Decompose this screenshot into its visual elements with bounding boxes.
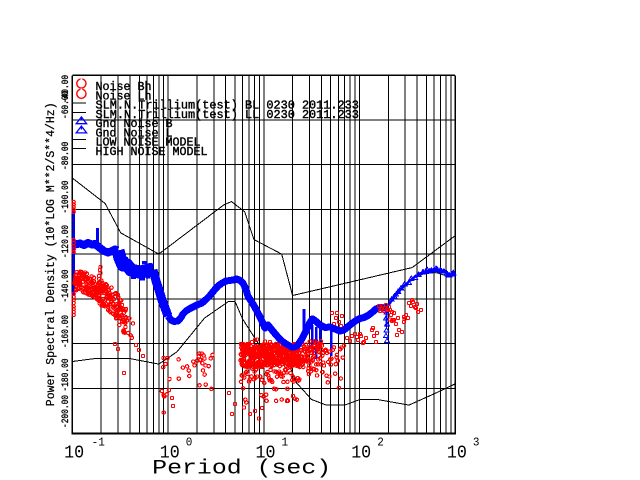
svg-text:10: 10 bbox=[160, 444, 180, 464]
svg-text:-180.00: -180.00 bbox=[60, 359, 72, 392]
svg-text:-1: -1 bbox=[92, 437, 105, 450]
svg-text:10: 10 bbox=[64, 444, 84, 464]
svg-text:-100.00: -100.00 bbox=[60, 181, 72, 214]
svg-text:10: 10 bbox=[351, 444, 371, 464]
svg-text:3: 3 bbox=[473, 437, 480, 450]
svg-text:-80.00: -80.00 bbox=[60, 142, 72, 170]
svg-text:Noise Bh: Noise Bh bbox=[96, 80, 152, 94]
svg-text:Gnd Noise B: Gnd Noise B bbox=[96, 117, 173, 131]
svg-text:LOW NOISE MODEL: LOW NOISE MODEL bbox=[96, 136, 201, 150]
svg-text:10: 10 bbox=[447, 444, 467, 464]
svg-text:-60.00: -60.00 bbox=[60, 91, 72, 119]
svg-text:HIGH NOISE MODEL: HIGH NOISE MODEL bbox=[96, 145, 208, 159]
svg-text:1: 1 bbox=[282, 437, 289, 450]
svg-text:0: 0 bbox=[186, 437, 193, 450]
svg-text:Power Spectral Density (10*LOG: Power Spectral Density (10*LOG M**2/S**4… bbox=[45, 102, 58, 406]
svg-text:SLM.N.Trillium(test) LL 0230 2: SLM.N.Trillium(test) LL 0230 2011.233 bbox=[96, 108, 359, 122]
svg-text:-160.00: -160.00 bbox=[60, 315, 72, 348]
svg-text:SLM.N.Trillium(test) BL 0230 2: SLM.N.Trillium(test) BL 0230 2011.233 bbox=[96, 99, 359, 113]
svg-text:2: 2 bbox=[377, 437, 384, 450]
svg-text:-140.00: -140.00 bbox=[60, 270, 72, 303]
svg-text:Period (sec): Period (sec) bbox=[152, 458, 331, 480]
svg-text:Gnd Noise L: Gnd Noise L bbox=[96, 126, 173, 140]
svg-text:10: 10 bbox=[256, 444, 276, 464]
svg-text:-40.00: -40.00 bbox=[60, 75, 72, 103]
svg-text:-120.00: -120.00 bbox=[60, 225, 72, 258]
svg-text:-200.00: -200.00 bbox=[60, 395, 72, 428]
svg-text:Noise Lh: Noise Lh bbox=[96, 89, 152, 103]
